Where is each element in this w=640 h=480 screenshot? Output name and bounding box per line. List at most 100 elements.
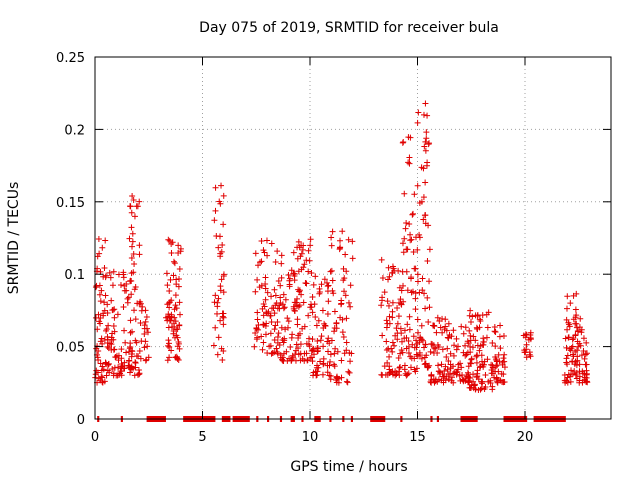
data-point [468, 381, 475, 388]
data-point [386, 313, 393, 320]
data-point [497, 345, 504, 352]
data-point [327, 373, 334, 380]
data-point [274, 248, 281, 255]
data-point [389, 299, 396, 306]
data-point [410, 249, 417, 256]
data-point [131, 372, 138, 379]
data-point [340, 277, 347, 284]
data-point [214, 303, 221, 310]
data-point [420, 111, 427, 118]
data-point [168, 311, 175, 318]
data-point [128, 209, 135, 216]
data-point [482, 371, 489, 378]
data-point [401, 190, 408, 197]
data-point [411, 366, 418, 373]
y-tick-label: 0 [77, 413, 85, 428]
data-point [218, 182, 225, 189]
data-point [312, 273, 319, 280]
data-point [412, 265, 419, 272]
data-point [442, 363, 449, 370]
data-point [327, 351, 334, 358]
data-point [477, 318, 484, 325]
data-point [262, 285, 269, 292]
data-point [341, 288, 348, 295]
data-point [328, 337, 335, 344]
data-point [414, 119, 421, 126]
data-point [279, 301, 286, 308]
data-point [173, 305, 180, 312]
data-point [144, 343, 151, 350]
data-point [304, 356, 311, 363]
data-point [170, 272, 177, 279]
data-point [395, 313, 402, 320]
data-point [307, 242, 314, 249]
data-point [120, 304, 127, 311]
data-point [436, 370, 443, 377]
data-point [401, 366, 408, 373]
data-point [480, 363, 487, 370]
x-tick-label: 20 [517, 430, 534, 445]
data-point [385, 302, 392, 309]
data-point [568, 367, 575, 374]
data-point [326, 362, 333, 369]
data-point [467, 319, 474, 326]
data-point [408, 289, 415, 296]
data-point [418, 322, 425, 329]
data-point [314, 337, 321, 344]
data-point [131, 213, 138, 220]
data-point [457, 360, 464, 367]
data-point [294, 295, 301, 302]
data-point [217, 253, 224, 260]
data-point [305, 312, 312, 319]
data-point [137, 300, 144, 307]
data-point [106, 269, 113, 276]
data-point [102, 292, 109, 299]
data-point [338, 374, 345, 381]
data-point [409, 288, 416, 295]
data-point [480, 339, 487, 346]
data-point [405, 349, 412, 356]
data-point [451, 342, 458, 349]
data-point [565, 319, 572, 326]
data-point [311, 301, 318, 308]
data-point [143, 314, 150, 321]
data-point [426, 362, 433, 369]
data-point [476, 347, 483, 354]
data-point [339, 329, 346, 336]
data-point [296, 302, 303, 309]
data-point [561, 371, 568, 378]
data-point [340, 333, 347, 340]
data-point [467, 307, 474, 314]
data-point [309, 358, 316, 365]
data-point [489, 383, 496, 390]
data-point [145, 329, 152, 336]
data-point [268, 293, 275, 300]
data-point [286, 283, 293, 290]
data-point [321, 276, 328, 283]
data-point [102, 360, 109, 367]
data-point [176, 322, 183, 329]
data-point [123, 280, 130, 287]
data-point [218, 248, 225, 255]
data-point [136, 348, 143, 355]
data-point [314, 362, 321, 369]
data-point [344, 379, 351, 386]
data-point [132, 359, 139, 366]
data-point [564, 352, 571, 359]
data-point [492, 329, 499, 336]
data-point [97, 298, 104, 305]
data-point [389, 348, 396, 355]
data-point [318, 281, 325, 288]
data-point [436, 317, 443, 324]
data-point [527, 329, 534, 336]
data-point [279, 336, 286, 343]
data-point [298, 242, 305, 249]
data-point [447, 350, 454, 357]
data-point [460, 330, 467, 337]
data-point [331, 328, 338, 335]
data-point [132, 316, 139, 323]
data-point [165, 340, 172, 347]
data-point [308, 304, 315, 311]
data-point [426, 278, 433, 285]
data-point [454, 368, 461, 375]
